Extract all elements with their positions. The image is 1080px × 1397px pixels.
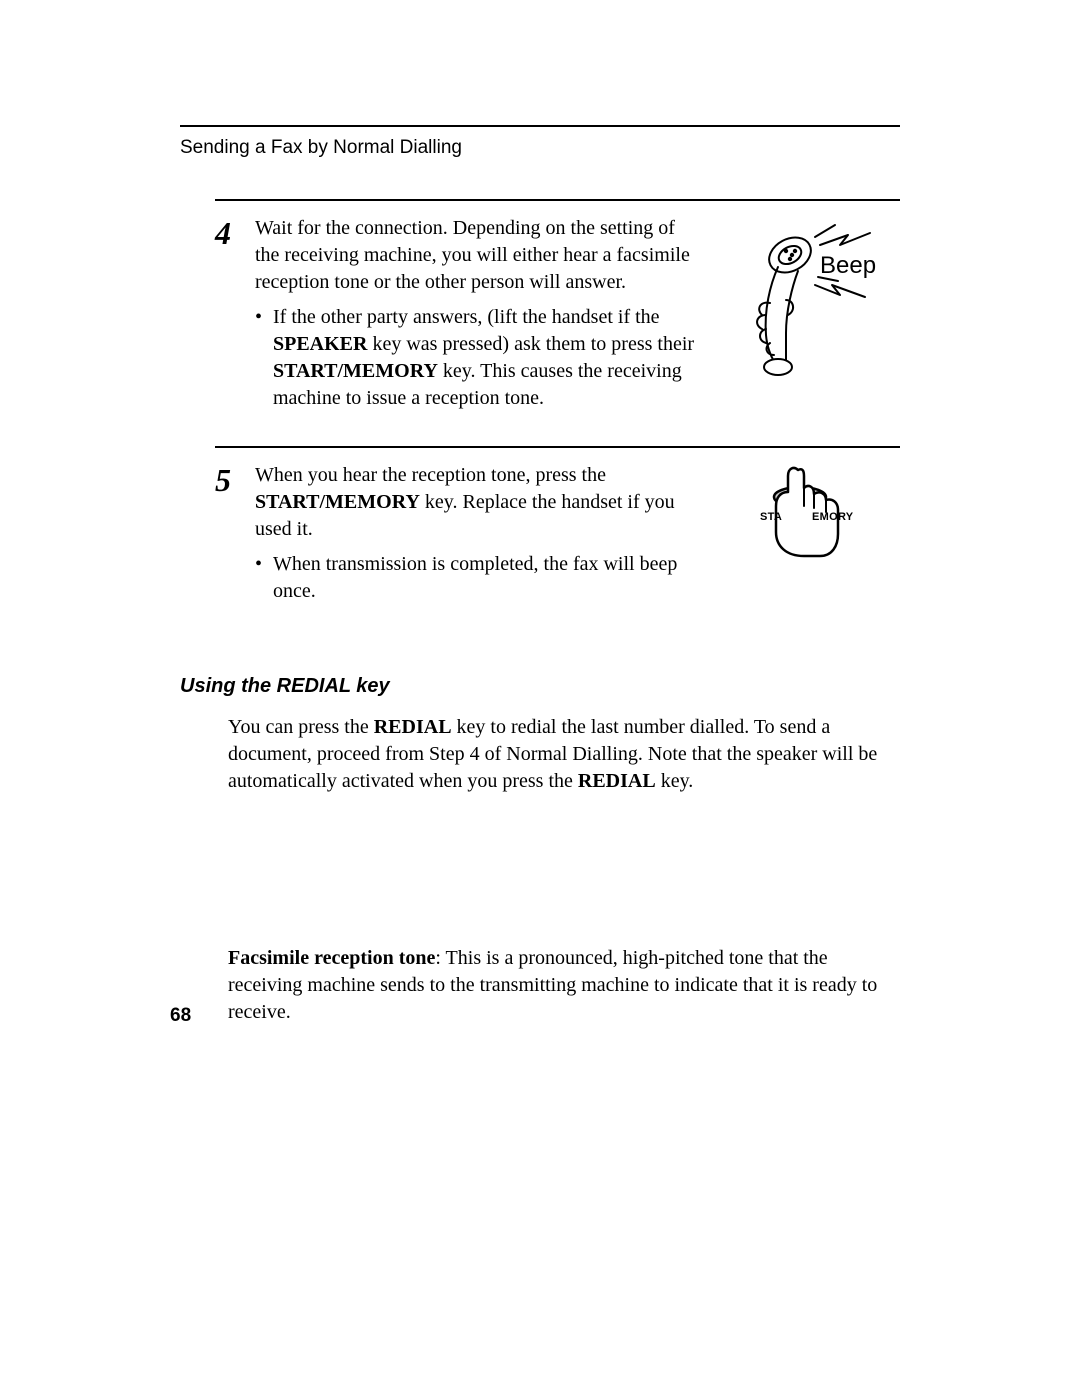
section-header: Sending a Fax by Normal Dialling <box>180 137 900 159</box>
finger-press-icon: STA EMORY <box>720 462 900 582</box>
header-rule <box>180 125 900 127</box>
step-bullet: When transmission is completed, the fax … <box>255 551 696 605</box>
key-redial: REDIAL <box>578 770 656 792</box>
bullet-text-pre: If the other party answers, (lift the ha… <box>273 306 660 328</box>
redial-paragraph: You can press the REDIAL key to redial t… <box>228 714 900 795</box>
step-bullet: If the other party answers, (lift the ha… <box>255 304 696 412</box>
note-term: Facsimile reception tone <box>228 947 435 969</box>
step-para: Wait for the connection. Depending on th… <box>255 215 696 296</box>
step-5: 5 When you hear the reception tone, pres… <box>215 446 900 605</box>
key-start-memory: START/MEMORY <box>273 360 438 382</box>
page-number: 68 <box>170 1005 191 1027</box>
step-para: When you hear the reception tone, press … <box>255 462 696 543</box>
key-label-right: EMORY <box>812 511 854 523</box>
press-key-illustration: STA EMORY START/MEMORY <box>720 462 900 605</box>
redial-pre: You can press the <box>228 716 374 738</box>
step-body: When you hear the reception tone, press … <box>255 462 900 605</box>
key-redial: REDIAL <box>374 716 452 738</box>
step-4: 4 Wait for the connection. Depending on … <box>215 199 900 428</box>
step-number: 5 <box>215 464 255 496</box>
step-body: Wait for the connection. Depending on th… <box>255 215 900 428</box>
manual-page: Sending a Fax by Normal Dialling 4 Wait … <box>0 0 1080 1397</box>
subheading-redial: Using the REDIAL key <box>180 675 900 698</box>
step-text: When you hear the reception tone, press … <box>255 462 696 605</box>
redial-post: key. <box>656 770 694 792</box>
handset-beep-illustration: Beep <box>720 215 900 428</box>
key-start-memory: START/MEMORY <box>255 491 420 513</box>
beep-label: Beep <box>820 252 1000 280</box>
step-number: 4 <box>215 217 255 249</box>
key-speaker: SPEAKER <box>273 333 367 355</box>
note-paragraph: Facsimile reception tone: This is a pron… <box>228 945 900 1026</box>
para-pre: When you hear the reception tone, press … <box>255 464 606 486</box>
step-text: Wait for the connection. Depending on th… <box>255 215 696 428</box>
handset-icon <box>720 215 900 395</box>
key-label-left: STA <box>760 511 782 523</box>
bullet-text-mid: key was pressed) ask them to press their <box>367 333 694 355</box>
